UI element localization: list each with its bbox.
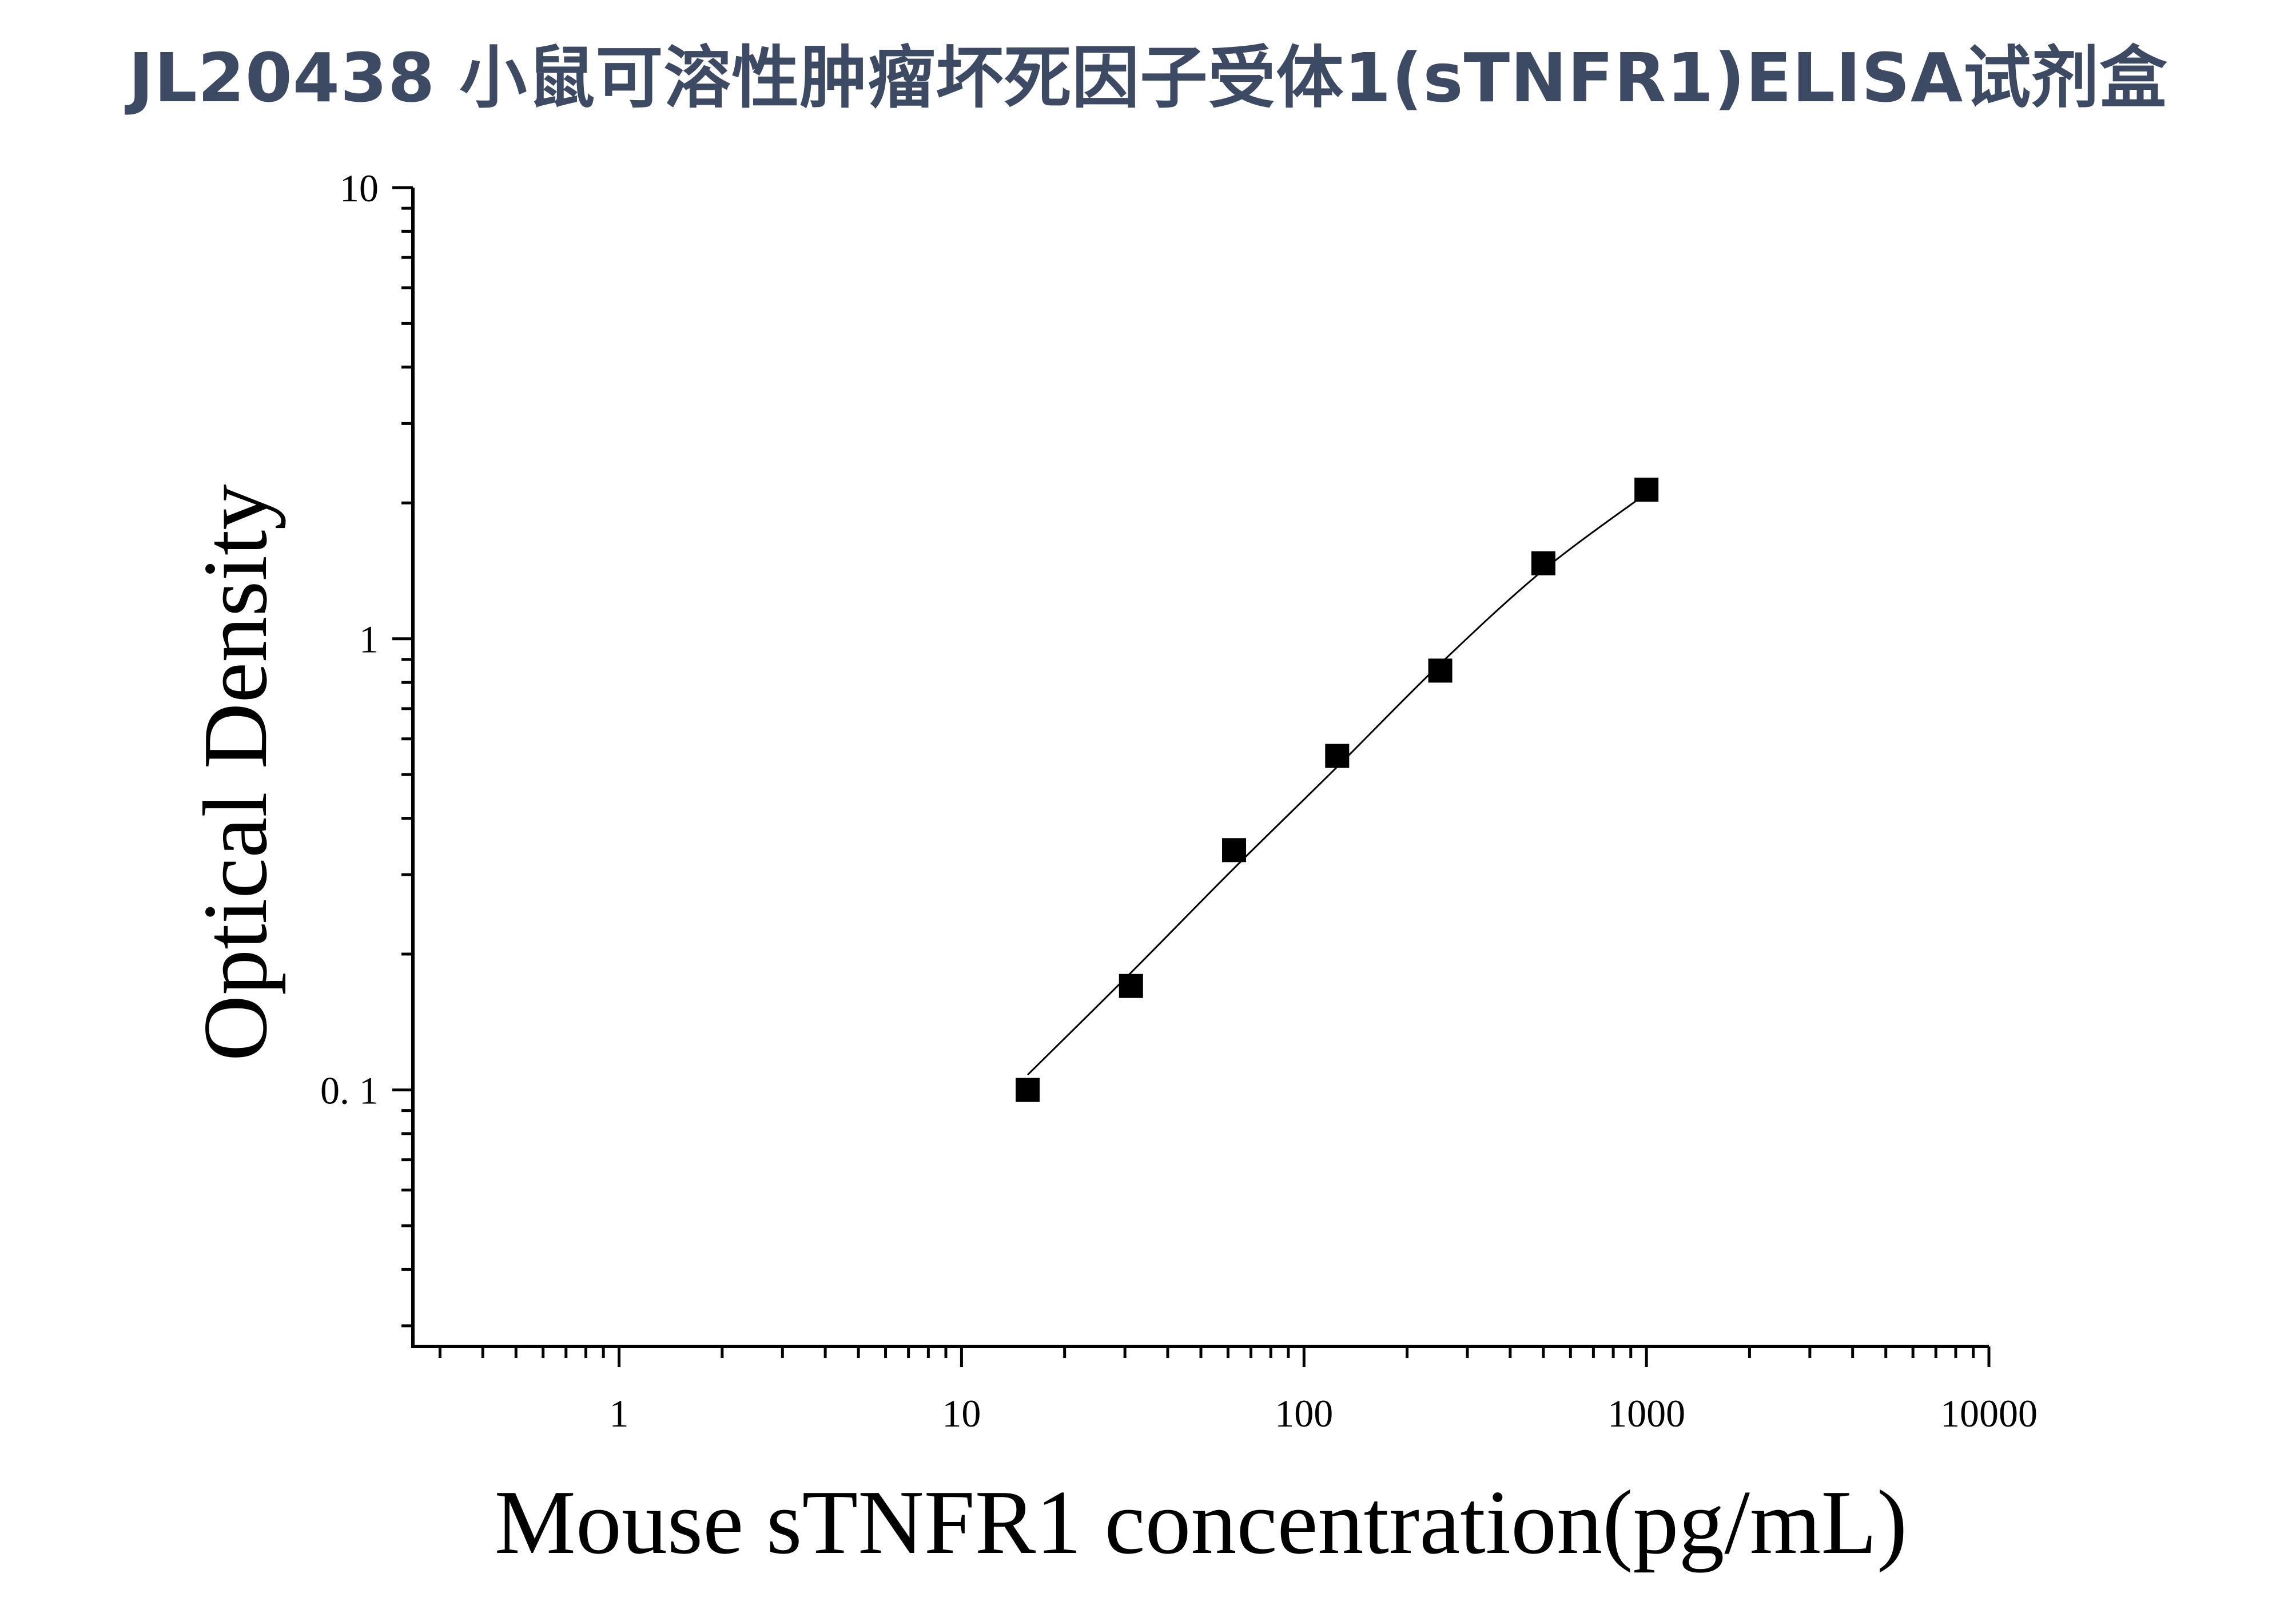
data-point-marker <box>1119 974 1143 998</box>
x-tick-label: 1 <box>610 1392 629 1435</box>
y-axis-title: Optical Density <box>184 484 286 1062</box>
data-points <box>1016 478 1659 1102</box>
x-axis-ticks: 1 10 100 1000 10000 <box>438 1346 2038 1435</box>
x-axis-title: Mouse sTNFR1 concentration(pg/mL) <box>495 1471 1908 1573</box>
data-point-marker <box>1634 478 1659 502</box>
data-point-marker <box>1531 551 1555 575</box>
data-point-marker <box>1222 838 1247 863</box>
data-point-marker <box>1325 744 1350 768</box>
y-tick-label: 0. 1 <box>320 1068 379 1112</box>
chart-title: JL20438 小鼠可溶性肿瘤坏死因子受体1(sTNFR1)ELISA试剂盒 <box>128 38 2168 117</box>
x-tick-label: 100 <box>1275 1392 1333 1435</box>
x-tick-label: 1000 <box>1607 1392 1685 1435</box>
x-tick-label: 10 <box>942 1392 981 1435</box>
y-axis-ticks: 0. 1 1 10 <box>320 166 413 1328</box>
x-tick-label: 10000 <box>1940 1392 2038 1435</box>
y-tick-label: 10 <box>340 166 379 210</box>
axes <box>411 188 1989 1348</box>
y-tick-label: 1 <box>359 618 379 661</box>
data-point-marker <box>1428 658 1453 683</box>
data-point-marker <box>1016 1078 1040 1102</box>
